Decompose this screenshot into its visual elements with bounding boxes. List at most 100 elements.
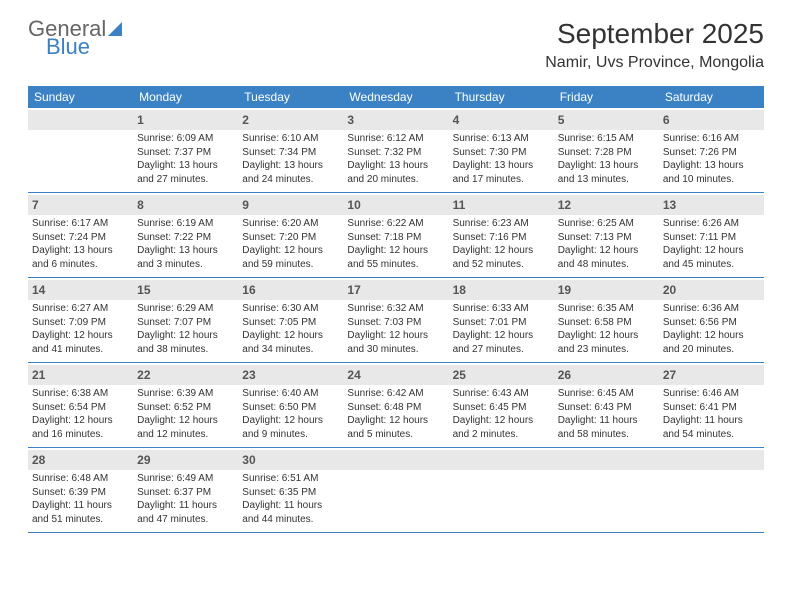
day-number: 9 — [242, 198, 249, 212]
day-cell: 2Sunrise: 6:10 AMSunset: 7:34 PMDaylight… — [238, 108, 343, 192]
calendar: SundayMondayTuesdayWednesdayThursdayFrid… — [28, 86, 764, 533]
day-number: 13 — [663, 198, 676, 212]
day-cell: 15Sunrise: 6:29 AMSunset: 7:07 PMDayligh… — [133, 278, 238, 362]
daylight-text: Daylight: 12 hours and 52 minutes. — [453, 244, 550, 271]
day-cell: 27Sunrise: 6:46 AMSunset: 6:41 PMDayligh… — [659, 363, 764, 447]
sunset-text: Sunset: 7:09 PM — [32, 316, 129, 330]
day-cell: 30Sunrise: 6:51 AMSunset: 6:35 PMDayligh… — [238, 448, 343, 532]
day-cell: 6Sunrise: 6:16 AMSunset: 7:26 PMDaylight… — [659, 108, 764, 192]
day-number-bar: 20 — [659, 280, 764, 300]
day-cell: 8Sunrise: 6:19 AMSunset: 7:22 PMDaylight… — [133, 193, 238, 277]
day-number-bar: 23 — [238, 365, 343, 385]
weekday-label: Friday — [554, 86, 659, 108]
day-number-bar: 30 — [238, 450, 343, 470]
daylight-text: Daylight: 12 hours and 9 minutes. — [242, 414, 339, 441]
day-cell: 26Sunrise: 6:45 AMSunset: 6:43 PMDayligh… — [554, 363, 659, 447]
day-number-bar: . — [28, 110, 133, 130]
day-number-bar: 7 — [28, 195, 133, 215]
sunrise-text: Sunrise: 6:32 AM — [347, 302, 444, 316]
sunset-text: Sunset: 7:28 PM — [558, 146, 655, 160]
day-cell: 28Sunrise: 6:48 AMSunset: 6:39 PMDayligh… — [28, 448, 133, 532]
day-number: 16 — [242, 283, 255, 297]
day-number-bar: . — [554, 450, 659, 470]
sunset-text: Sunset: 7:05 PM — [242, 316, 339, 330]
day-number: 27 — [663, 368, 676, 382]
day-cell: 16Sunrise: 6:30 AMSunset: 7:05 PMDayligh… — [238, 278, 343, 362]
sunset-text: Sunset: 6:43 PM — [558, 401, 655, 415]
daylight-text: Daylight: 11 hours and 51 minutes. — [32, 499, 129, 526]
day-cell: 20 Sunrise: 6:36 AMSunset: 6:56 PMDayligh… — [659, 278, 764, 362]
daylight-text: Daylight: 13 hours and 17 minutes. — [453, 159, 550, 186]
daylight-text: Daylight: 13 hours and 10 minutes. — [663, 159, 760, 186]
sunset-text: Sunset: 7:01 PM — [453, 316, 550, 330]
sunset-text: Sunset: 7:16 PM — [453, 231, 550, 245]
daylight-text: Daylight: 12 hours and 27 minutes. — [453, 329, 550, 356]
day-number: 19 — [558, 283, 571, 297]
sunset-text: Sunset: 7:11 PM — [663, 231, 760, 245]
day-number: 28 — [32, 453, 45, 467]
day-number-bar: 8 — [133, 195, 238, 215]
sunrise-text: Sunrise: 6:36 AM — [663, 302, 760, 316]
day-cell: 23Sunrise: 6:40 AMSunset: 6:50 PMDayligh… — [238, 363, 343, 447]
sunset-text: Sunset: 7:07 PM — [137, 316, 234, 330]
day-number-bar: 2 — [238, 110, 343, 130]
day-number-bar: 3 — [343, 110, 448, 130]
sunset-text: Sunset: 7:20 PM — [242, 231, 339, 245]
day-cell: 18 Sunrise: 6:33 AMSunset: 7:01 PMDayligh… — [449, 278, 554, 362]
sunset-text: Sunset: 7:34 PM — [242, 146, 339, 160]
sunrise-text: Sunrise: 6:17 AM — [32, 217, 129, 231]
day-number: 21 — [32, 368, 45, 382]
title-block: September 2025 Namir, Uvs Province, Mong… — [545, 18, 764, 72]
day-number-bar: 9 — [238, 195, 343, 215]
daylight-text: Daylight: 12 hours and 12 minutes. — [137, 414, 234, 441]
sunset-text: Sunset: 7:26 PM — [663, 146, 760, 160]
weekday-label: Monday — [133, 86, 238, 108]
day-number: 6 — [663, 113, 670, 127]
daylight-text: Daylight: 11 hours and 44 minutes. — [242, 499, 339, 526]
sunset-text: Sunset: 7:22 PM — [137, 231, 234, 245]
sunrise-text: Sunrise: 6:49 AM — [137, 472, 234, 486]
day-number: 17 — [347, 283, 360, 297]
day-number-bar: 18 — [449, 280, 554, 300]
daylight-text: Daylight: 12 hours and 55 minutes. — [347, 244, 444, 271]
day-cell: 10Sunrise: 6:22 AMSunset: 7:18 PMDayligh… — [343, 193, 448, 277]
day-number-bar: 17 — [343, 280, 448, 300]
day-number: 25 — [453, 368, 466, 382]
day-number: 24 — [347, 368, 360, 382]
sunrise-text: Sunrise: 6:20 AM — [242, 217, 339, 231]
day-number: 3 — [347, 113, 354, 127]
weekday-label: Tuesday — [238, 86, 343, 108]
day-number: 30 — [242, 453, 255, 467]
day-number: 10 — [347, 198, 360, 212]
daylight-text: Daylight: 11 hours and 47 minutes. — [137, 499, 234, 526]
sunset-text: Sunset: 6:56 PM — [663, 316, 760, 330]
daylight-text: Daylight: 13 hours and 20 minutes. — [347, 159, 444, 186]
day-cell: 12Sunrise: 6:25 AMSunset: 7:13 PMDayligh… — [554, 193, 659, 277]
daylight-text: Daylight: 12 hours and 34 minutes. — [242, 329, 339, 356]
daylight-text: Daylight: 12 hours and 20 minutes. — [663, 329, 760, 356]
sunrise-text: Sunrise: 6:33 AM — [453, 302, 550, 316]
day-number: 4 — [453, 113, 460, 127]
day-number: 14 — [32, 283, 45, 297]
daylight-text: Daylight: 12 hours and 48 minutes. — [558, 244, 655, 271]
daylight-text: Daylight: 13 hours and 6 minutes. — [32, 244, 129, 271]
daylight-text: Daylight: 13 hours and 13 minutes. — [558, 159, 655, 186]
day-number: 22 — [137, 368, 150, 382]
day-cell: 13Sunrise: 6:26 AMSunset: 7:11 PMDayligh… — [659, 193, 764, 277]
day-number-bar: 6 — [659, 110, 764, 130]
day-cell: . — [343, 448, 448, 532]
daylight-text: Daylight: 12 hours and 59 minutes. — [242, 244, 339, 271]
day-number: 1 — [137, 113, 144, 127]
weekday-label: Wednesday — [343, 86, 448, 108]
weekday-label: Saturday — [659, 86, 764, 108]
sunset-text: Sunset: 7:32 PM — [347, 146, 444, 160]
sunset-text: Sunset: 7:03 PM — [347, 316, 444, 330]
day-cell: 24Sunrise: 6:42 AMSunset: 6:48 PMDayligh… — [343, 363, 448, 447]
sunrise-text: Sunrise: 6:38 AM — [32, 387, 129, 401]
sunrise-text: Sunrise: 6:39 AM — [137, 387, 234, 401]
daylight-text: Daylight: 12 hours and 16 minutes. — [32, 414, 129, 441]
sunrise-text: Sunrise: 6:29 AM — [137, 302, 234, 316]
day-cell: 21Sunrise: 6:38 AMSunset: 6:54 PMDayligh… — [28, 363, 133, 447]
daylight-text: Daylight: 12 hours and 45 minutes. — [663, 244, 760, 271]
sunset-text: Sunset: 6:58 PM — [558, 316, 655, 330]
